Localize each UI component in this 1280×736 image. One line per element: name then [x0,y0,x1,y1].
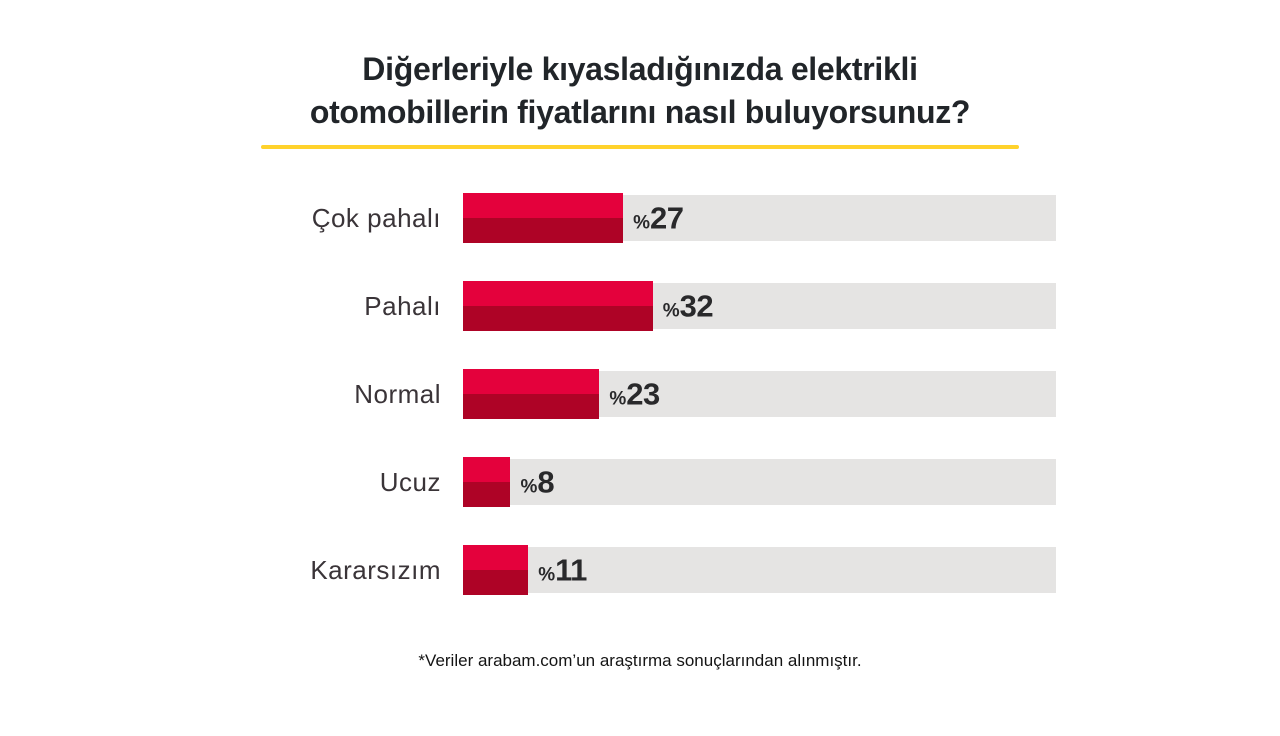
bar-fill [463,281,653,331]
bar-label: Normal [354,378,441,409]
bar-track [463,459,1056,505]
bar-value: %23 [609,376,660,412]
value-number: 27 [650,200,684,236]
bar-area: %8 [463,457,1056,507]
value-number: 11 [555,552,587,588]
title-underline-accent [261,145,1019,149]
bar-label: Çok pahalı [311,202,441,233]
bar-fill [463,545,529,595]
bar-row-normal: Normal %23 [278,369,1078,419]
bar-label: Pahalı [364,290,441,321]
bar-row-kararsizim: Kararsızım %11 [278,545,1078,595]
source-note: *Veriler arabam.com’un araştırma sonuçla… [418,651,862,670]
bar-row-ucuz: Ucuz %8 [278,457,1078,507]
bar-area: %32 [463,281,1056,331]
bar-row-cok-pahali: Çok pahalı %27 [278,193,1078,243]
percent-sign: % [633,212,651,234]
value-number: 32 [679,288,714,324]
bar-area: %23 [463,369,1056,419]
chart-title-line-2: otomobillerin fiyatlarını nasıl buluyors… [309,94,971,130]
bar-row-pahali: Pahalı %32 [278,281,1078,331]
bar-value: %8 [520,467,554,498]
percent-sign: % [520,476,538,498]
chart-title: Diğerleriyle kıyasladığınızda elektrikli… [0,48,1280,134]
bar-area: %27 [463,193,1056,243]
bar-fill [463,457,511,507]
value-number: 8 [537,464,555,500]
bar-value: %27 [633,200,684,236]
bar-value: %11 [538,555,587,586]
value-number: 23 [626,376,660,412]
percent-sign: % [609,388,627,410]
bar-label: Kararsızım [310,554,441,585]
bar-label: Ucuz [379,466,441,497]
bar-fill [463,369,600,419]
bar-value: %32 [662,288,714,324]
infographic-page: Diğerleriyle kıyasladığınızda elektrikli… [0,48,1280,736]
bar-track [463,547,1056,593]
percent-sign: % [662,300,680,322]
bar-area: %11 [463,545,1056,595]
bar-fill [463,193,624,243]
chart-title-line-1: Diğerleriyle kıyasladığınızda elektrikli [362,51,918,87]
bar-chart: Çok pahalı %27 Pahalı %32 Normal %23 [278,193,1078,595]
percent-sign: % [538,564,556,586]
